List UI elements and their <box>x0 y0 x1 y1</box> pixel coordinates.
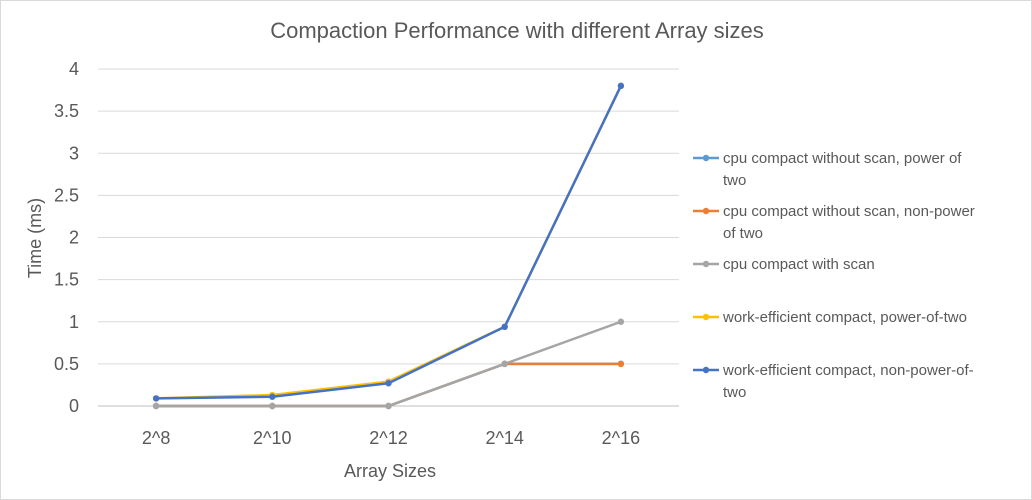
y-tick-label: 0 <box>69 396 79 416</box>
legend-label: work-efficient compact, non-power-of-two <box>722 362 974 401</box>
legend-label: cpu compact without scan, non-power of tw… <box>723 203 975 242</box>
legend-item-4: work-efficient compact, power-of-two <box>693 309 967 326</box>
series-3 <box>152 318 625 410</box>
data-point <box>617 360 625 368</box>
data-point <box>269 402 276 410</box>
legend: cpu compact without scan, power of two cpu… <box>693 150 975 401</box>
y-tick-label: 2.5 <box>54 185 79 205</box>
y-tick-label: 0.5 <box>54 354 79 374</box>
legend-label: work-efficient compact, power-of-two <box>722 309 967 326</box>
legend-marker <box>702 366 710 374</box>
series-lines <box>152 82 625 410</box>
y-tick-label: 3 <box>69 143 79 163</box>
y-axis-ticks: 0 0.5 1 1.5 2 2.5 3 3.5 4 <box>54 59 79 416</box>
data-point <box>501 323 508 331</box>
y-axis-title: Time (ms) <box>25 198 45 278</box>
x-tick-label: 2^10 <box>253 428 291 448</box>
legend-label: cpu compact with scan <box>723 256 875 273</box>
data-point <box>152 402 160 410</box>
chart-title: Compaction Performance with different Ar… <box>270 18 764 43</box>
data-point <box>269 393 276 400</box>
y-tick-label: 4 <box>69 59 79 79</box>
series-line <box>156 85 623 400</box>
x-tick-label: 2^14 <box>485 428 523 448</box>
legend-label: cpu compact without scan, power of two <box>723 150 962 189</box>
x-tick-label: 2^16 <box>602 428 640 448</box>
series-4 <box>152 82 625 402</box>
y-tick-label: 2 <box>69 228 79 248</box>
legend-marker <box>702 260 710 268</box>
legend-item-2: cpu compact without scan, non-power of tw… <box>693 203 975 242</box>
x-axis-ticks: 2^8 2^10 2^12 2^14 2^16 <box>142 428 640 448</box>
data-point <box>152 395 160 402</box>
data-point <box>617 318 625 325</box>
gridlines <box>98 68 679 407</box>
x-axis-title: Array Sizes <box>344 461 436 481</box>
series-5 <box>152 82 625 402</box>
legend-item-1: cpu compact without scan, power of two <box>693 150 962 189</box>
series-line <box>156 85 623 400</box>
x-tick-label: 2^8 <box>142 428 170 448</box>
legend-marker <box>702 154 710 162</box>
legend-item-3: cpu compact with scan <box>693 256 875 273</box>
y-tick-label: 1 <box>69 312 79 332</box>
data-point <box>385 402 392 410</box>
x-tick-label: 2^12 <box>369 428 407 448</box>
legend-item-5: work-efficient compact, non-power-of-two <box>693 362 974 401</box>
data-point <box>385 380 392 387</box>
legend-marker <box>702 313 710 321</box>
y-tick-label: 1.5 <box>54 270 79 290</box>
data-point <box>501 360 508 368</box>
y-tick-label: 3.5 <box>54 101 79 121</box>
data-point <box>617 82 625 90</box>
legend-marker <box>702 207 710 215</box>
